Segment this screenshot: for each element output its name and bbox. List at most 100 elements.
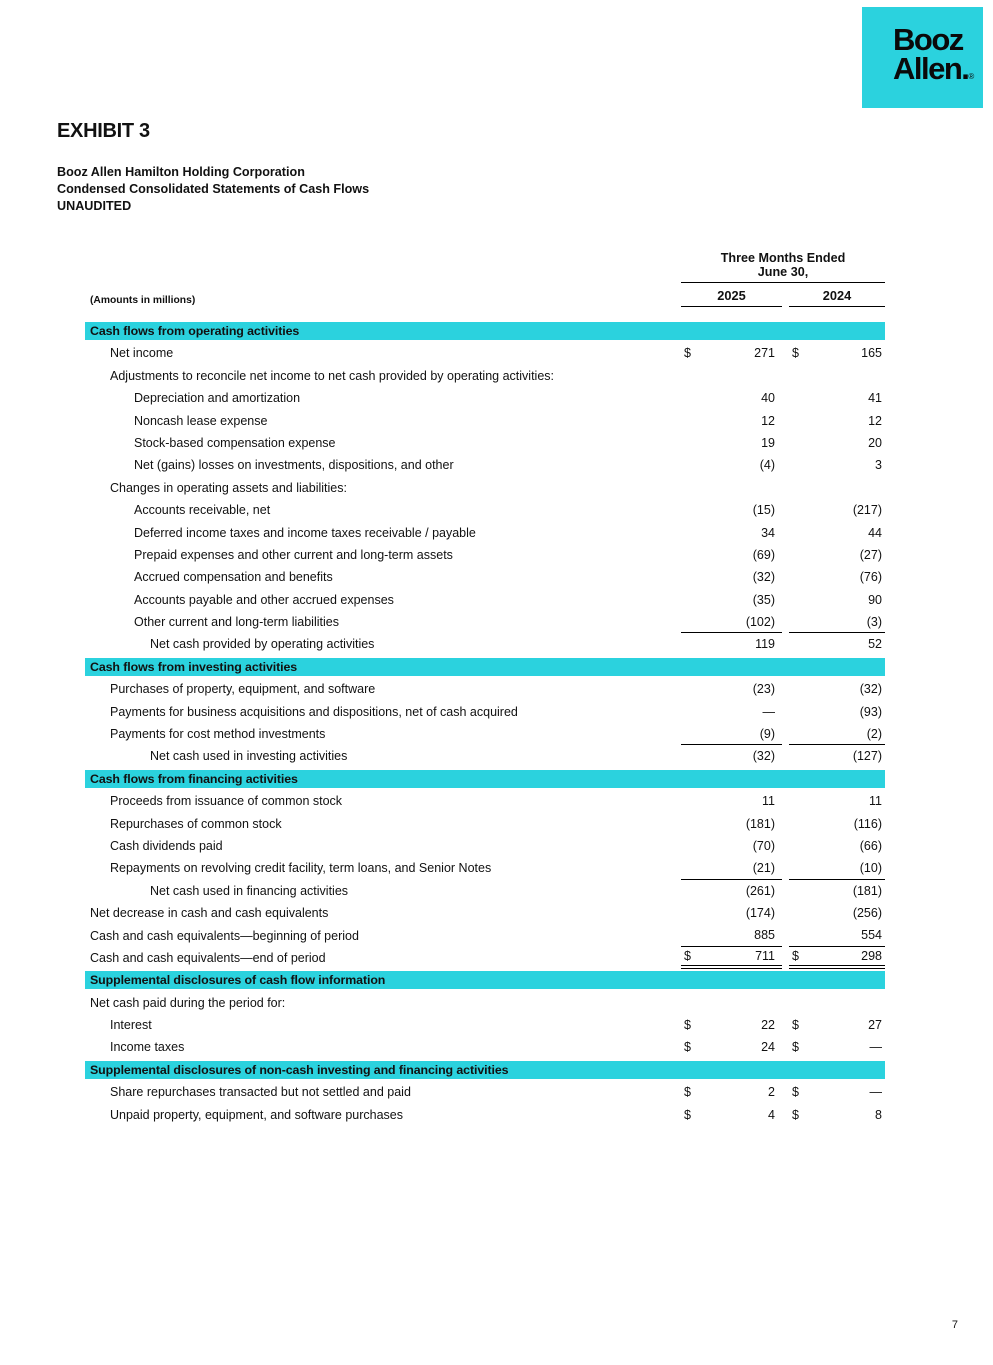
column-gap [782,588,789,610]
value-2025: (32) [752,570,775,585]
value-cell-2025: (32) [681,745,782,767]
table-row: Income taxes $24 $ — [85,1036,885,1058]
value-cell-2025: (261) [681,880,782,902]
row-label: Share repurchases transacted but not set… [110,1085,411,1100]
table-row: Changes in operating assets and liabilit… [85,477,885,499]
table-row: Net cash used in investing activities (32… [85,745,885,767]
value-2024: 44 [868,525,882,540]
column-gap [782,454,789,476]
table-row: Adjustments to reconcile net income to n… [85,365,885,387]
value-cell-2024: (256) [789,902,885,924]
dollar-sign-2024: $ [792,346,799,361]
table-row: Accounts receivable, net (15) (217) [85,499,885,521]
value-cell-2025: (23) [681,678,782,700]
table-row: Net cash provided by operating activitie… [85,633,885,655]
table-row: Proceeds from issuance of common stock 11… [85,790,885,812]
value-2024: — [869,1040,883,1055]
value-2025: (9) [759,726,775,741]
value-cell-2025: 19 [681,432,782,454]
value-cell-2025: (69) [681,544,782,566]
value-cell-2024: 11 [789,790,885,812]
row-label: Net (gains) losses on investments, dispo… [134,458,454,473]
value-cell-2025: (32) [681,566,782,588]
column-gap [782,745,789,767]
logo-line2: Allen. [893,50,970,86]
value-cell-2025: (15) [681,499,782,521]
value-2024: 41 [868,391,882,406]
value-cell-2024: (217) [789,499,885,521]
row-label: Purchases of property, equipment, and so… [110,682,376,697]
column-gap [782,633,789,655]
year-header-2024: 2024 [789,283,885,307]
column-gap [782,499,789,521]
value-2025: (35) [752,592,775,607]
table-row: Net (gains) losses on investments, dispo… [85,454,885,476]
row-label: Net income [110,346,174,361]
row-label: Prepaid expenses and other current and l… [134,547,453,562]
value-2025: 711 [755,948,775,963]
row-label: Net cash used in financing activities [150,883,349,898]
value-cell-2024: (127) [789,745,885,767]
column-gap [782,947,789,969]
value-2025: (15) [752,503,775,518]
column-gap [782,835,789,857]
value-cell-2024: 41 [789,387,885,409]
value-cell-2024: (3) [789,611,885,634]
amounts-note: (Amounts in millions) [90,295,196,306]
section-header-label: Cash flows from investing activities [90,659,298,674]
value-cell-2024: (76) [789,566,885,588]
value-cell-2025 [681,991,782,1013]
value-2024: 165 [861,346,882,361]
value-2025: (174) [745,906,775,921]
company-name: Booz Allen Hamilton Holding Corporation [57,165,305,179]
value-2025: 24 [761,1040,775,1055]
value-2025: (32) [752,749,775,764]
column-gap [782,387,789,409]
column-gap [782,880,789,902]
value-cell-2024: $298 [789,947,885,970]
table-row: Net decrease in cash and cash equivalent… [85,902,885,924]
column-gap [782,723,789,745]
value-2024: 11 [869,794,882,809]
row-label: Net cash paid during the period for: [90,995,286,1010]
value-2024: (116) [853,816,882,831]
table-row: Cash and cash equivalents—beginning of p… [85,924,885,947]
row-label: Noncash lease expense [134,413,268,428]
value-cell-2025: $271 [681,342,782,364]
value-cell-2025 [681,365,782,387]
value-cell-2024 [789,365,885,387]
exhibit-title: EXHIBIT 3 [57,120,150,142]
value-cell-2025: (9) [681,723,782,746]
value-2024: 90 [868,592,882,607]
value-2025: 885 [754,928,775,942]
column-gap [782,477,789,499]
year-header-2025: 2025 [681,283,782,307]
value-cell-2025: (102) [681,611,782,634]
value-cell-2025: $2 [681,1081,782,1103]
value-cell-2025: (4) [681,454,782,476]
column-gap [782,1014,789,1036]
value-2025: 19 [761,435,775,450]
row-label: Adjustments to reconcile net income to n… [110,368,554,383]
row-label: Accrued compensation and benefits [134,570,333,585]
value-2024: (66) [859,838,882,853]
statement-title: Condensed Consolidated Statements of Cas… [57,181,370,196]
value-2024: (93) [859,704,882,719]
table-row: Deferred income taxes and income taxes r… [85,521,885,543]
value-2024: 298 [861,948,882,963]
dollar-sign-2024: $ [792,1040,799,1055]
value-cell-2025: 885 [681,924,782,947]
table-row: Accounts payable and other accrued expen… [85,588,885,610]
value-2025: (261) [745,883,775,898]
value-2025: (4) [759,458,775,473]
value-cell-2024: 3 [789,454,885,476]
table-row: Repurchases of common stock (181) (116) [85,812,885,834]
value-2024: 554 [861,928,882,942]
value-cell-2024: 20 [789,432,885,454]
value-cell-2024: $27 [789,1014,885,1036]
value-2024: (181) [852,883,882,898]
table-row: Interest $22 $27 [85,1014,885,1036]
dollar-sign-2025: $ [684,1018,691,1033]
value-2024: (127) [852,749,882,764]
